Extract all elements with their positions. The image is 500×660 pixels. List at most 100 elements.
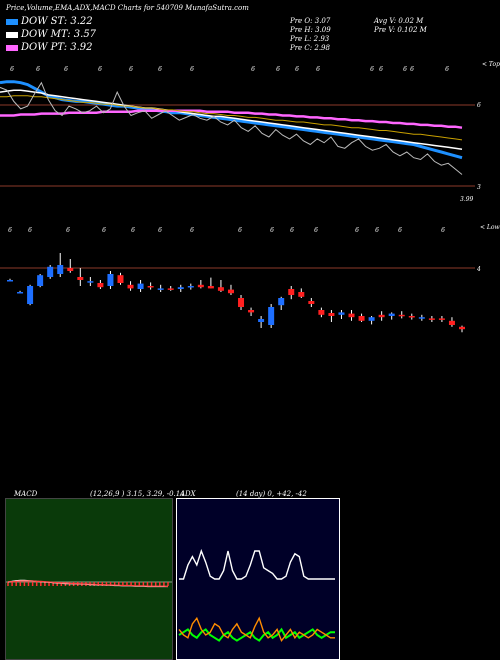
candle-body — [27, 286, 34, 304]
candle-marker: 6 — [290, 227, 294, 234]
legend-label-st: DOW ST: 3.22 — [21, 16, 93, 27]
candle-body — [358, 316, 365, 321]
candle-body — [348, 313, 355, 318]
candle-body — [248, 310, 255, 313]
legend-label-pt: DOW PT: 3.92 — [21, 42, 93, 53]
candle-body — [428, 318, 435, 320]
candle-marker: 6 — [66, 227, 70, 234]
candle-body — [17, 292, 24, 294]
candle-body — [207, 286, 214, 289]
top-marker: 6 — [276, 66, 280, 73]
macd-params: (12,26,9 ) 3.15, 3.29, -0.14 — [90, 490, 185, 498]
top-marker: 6 — [251, 66, 255, 73]
candle-marker: 6 — [158, 227, 162, 234]
candle-body — [368, 317, 375, 321]
candle-body — [137, 283, 144, 289]
candle-body — [448, 320, 455, 325]
top-marker: 6 — [64, 66, 68, 73]
top-right-label: < Topo — [482, 61, 500, 68]
candle-body — [157, 288, 164, 290]
ema-series-line — [0, 89, 463, 150]
macd-label: MACD — [14, 490, 38, 498]
candle-body — [438, 318, 445, 320]
top-marker: 6 — [190, 66, 194, 73]
candle-body — [268, 307, 275, 325]
stat-prev-high: Pre H: 3.09 — [290, 26, 331, 34]
candle-body — [278, 298, 285, 306]
legend-dow-pt: DOW PT: 3.92 — [6, 42, 93, 53]
candle-body — [298, 292, 305, 297]
candle-body — [117, 275, 124, 283]
stat-prev-close: Pre C: 2.98 — [290, 44, 330, 52]
candle-marker: 6 — [131, 227, 135, 234]
macd-svg — [6, 579, 172, 588]
top-marker: 6 — [379, 66, 383, 73]
ema-tick-lower: 3 — [477, 184, 481, 191]
candle-body — [388, 313, 395, 316]
stat-prev-open: Pre O: 3.07 — [290, 17, 331, 25]
stat-prev-volume: Pre V: 0.102 M — [374, 26, 427, 34]
stat-avg-volume: Avg V: 0.02 M — [374, 17, 424, 25]
candle-marker: 6 — [238, 227, 242, 234]
candle-body — [238, 298, 245, 307]
last-price-label: 3.99 — [460, 196, 474, 203]
top-marker: 6 — [316, 66, 320, 73]
chart-title: Price,Volume,EMA,ADX,MACD Charts for 540… — [6, 4, 249, 12]
candle-body — [187, 286, 194, 288]
ema-tick-upper: 6 — [477, 102, 481, 109]
top-marker: 6 — [295, 66, 299, 73]
candle-body — [227, 289, 234, 294]
top-marker: 6 — [36, 66, 40, 73]
candle-body — [147, 286, 154, 288]
candle-right-label: < Lowest — [480, 224, 500, 231]
candle-body — [97, 283, 104, 288]
candle-body — [67, 268, 74, 271]
adx-svg — [178, 548, 335, 642]
candle-body — [459, 326, 465, 330]
top-marker: 6 — [98, 66, 102, 73]
top-marker: 6 — [370, 66, 374, 73]
adx-series-line — [178, 616, 335, 642]
candle-body — [47, 266, 54, 277]
candle-body — [197, 284, 204, 288]
legend-swatch-mt — [6, 31, 18, 38]
candle-body — [328, 313, 335, 316]
adx-series-line — [179, 548, 335, 580]
top-marker: 6 — [158, 66, 162, 73]
candle-marker: 6 — [190, 227, 194, 234]
top-marker: 6 — [445, 66, 449, 73]
ema-series-line — [0, 81, 463, 175]
adx-label: ADX — [180, 490, 196, 498]
candle-body — [37, 275, 44, 286]
legend-label-mt: DOW MT: 3.57 — [21, 29, 97, 40]
candle-body — [177, 287, 184, 289]
legend-swatch-pt — [6, 44, 18, 51]
candle-body — [7, 280, 13, 282]
candle-body — [408, 316, 415, 318]
adx-series-line — [178, 627, 335, 642]
candle-marker: 6 — [8, 227, 12, 234]
candle-body — [308, 301, 315, 304]
macd-panel — [5, 498, 173, 660]
candle-body — [107, 274, 114, 286]
legend-dow-st: DOW ST: 3.22 — [6, 16, 93, 27]
candle-marker: 6 — [28, 227, 32, 234]
candle-body — [418, 317, 425, 319]
candle-tick: 4 — [476, 266, 481, 273]
top-marker: 6 — [129, 66, 133, 73]
ema-series-line — [0, 95, 463, 141]
candle-marker: 6 — [355, 227, 359, 234]
candle-marker: 6 — [270, 227, 274, 234]
stat-prev-low: Pre L: 2.93 — [290, 35, 330, 43]
top-marker: 6 — [403, 66, 407, 73]
candle-body — [398, 314, 405, 317]
legend-swatch-st — [6, 18, 18, 25]
top-marker: 6 — [10, 66, 14, 73]
adx-params: (14 day) 0, +42, -42 — [236, 490, 307, 498]
candle-body — [338, 312, 345, 315]
candle-body — [57, 265, 64, 274]
candle-body — [378, 314, 385, 318]
candle-body — [258, 319, 265, 322]
candle-marker: 6 — [398, 227, 402, 234]
candle-marker: 6 — [102, 227, 106, 234]
